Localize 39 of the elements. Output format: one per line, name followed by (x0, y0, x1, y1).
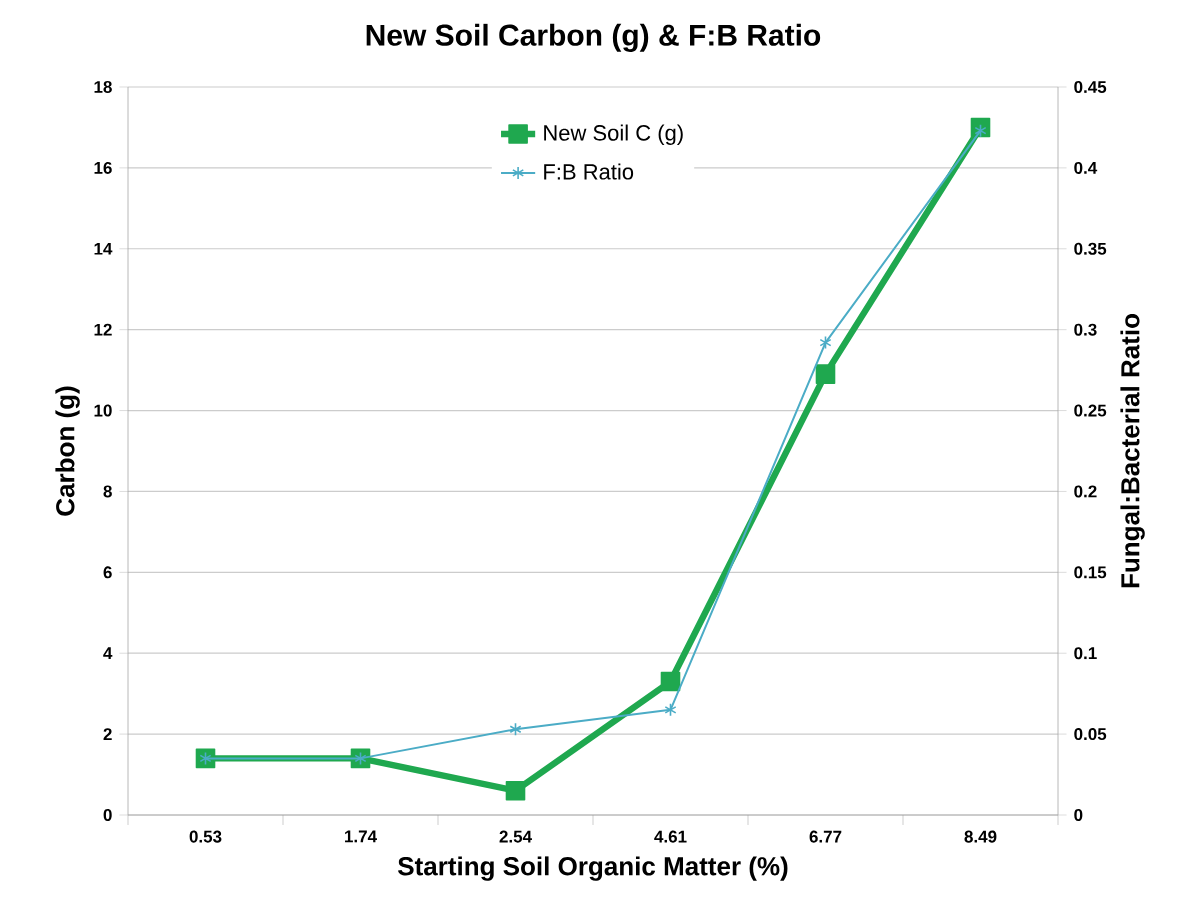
point (660, 671, 681, 692)
y2-tick-label: 0.4 (1074, 161, 1098, 174)
y-axis-title: Carbon (g) (55, 386, 80, 516)
x-tick-label: 6.77 (809, 830, 842, 843)
y2-tick-label: 0.25 (1074, 404, 1107, 417)
y-tick-label: 16 (94, 161, 112, 174)
x-tick-label: 4.61 (654, 830, 687, 843)
x-tick-label: 1.74 (345, 830, 377, 843)
y2-tick-label: 0.3 (1074, 323, 1097, 336)
point (815, 364, 836, 384)
x-axis-title: Starting Soil Organic Matter (%) (398, 856, 788, 881)
y2-tick-label: 0.1 (1074, 647, 1097, 660)
point (509, 722, 522, 737)
y2-tick-label: 0.2 (1074, 485, 1097, 498)
y-tick-label: 12 (94, 323, 112, 336)
y-tick-label: 6 (103, 566, 112, 579)
point (974, 123, 987, 138)
legend-label: New Soil C (g) (544, 124, 683, 145)
x-tick-label: 8.49 (964, 830, 997, 843)
legend-label: F:B Ratio (544, 163, 634, 180)
y2-tick-label: 0 (1074, 808, 1083, 822)
point (664, 703, 677, 717)
x-tick-label: 0.53 (189, 830, 222, 843)
y2-tick-label: 0.35 (1074, 242, 1107, 255)
y2-tick-label: 0.15 (1074, 566, 1107, 579)
y-tick-label: 10 (94, 404, 112, 417)
y2-axis-title: Fungal:Bacterial Ratio (1120, 314, 1145, 588)
y-tick-label: 2 (103, 728, 112, 741)
y2-tick-label: 0.05 (1074, 728, 1107, 741)
y-tick-label: 4 (103, 647, 113, 660)
y-tick-label: 0 (103, 808, 112, 822)
y-tick-label: 14 (94, 242, 113, 255)
point (505, 780, 526, 801)
chart-title: New Soil Carbon (g) & F:B Ratio (366, 23, 821, 52)
y2-tick-label: 0.45 (1074, 80, 1107, 94)
point (819, 335, 832, 350)
x-tick-label: 2.54 (499, 830, 532, 843)
y-tick-label: 18 (94, 80, 112, 93)
y-tick-label: 8 (103, 485, 112, 498)
